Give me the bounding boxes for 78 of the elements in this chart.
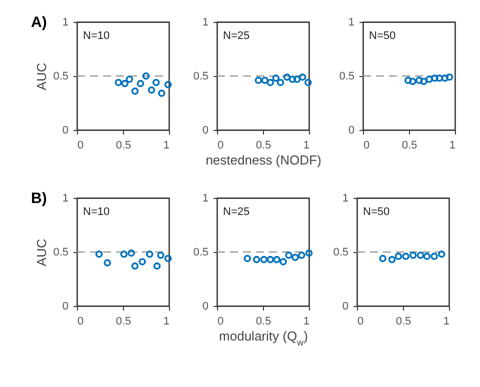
point: [244, 254, 251, 262]
x-tick-label: 0.5: [256, 316, 272, 328]
point: [95, 250, 103, 258]
point: [252, 256, 260, 264]
point: [120, 250, 128, 258]
x-axis-title: modularity (Q$_{w}$): [219, 328, 308, 348]
y-tick-label: 1: [342, 192, 348, 204]
annotation: N=50: [369, 30, 396, 42]
x-tick-label: 1: [303, 316, 310, 328]
point: [164, 254, 172, 262]
x-tick-label: 1: [163, 140, 170, 152]
x-tick-label: 0.5: [116, 140, 132, 152]
y-tick-label: 1: [348, 16, 354, 28]
point: [280, 258, 287, 266]
x-tick-label: 0: [78, 140, 84, 152]
y-tick-label: 0: [62, 124, 68, 136]
point: [146, 250, 154, 258]
x-tick-label: 0: [78, 316, 84, 328]
chart-title: B): [31, 190, 47, 207]
annotation: N=10: [83, 206, 110, 218]
point: [128, 249, 135, 257]
y-tick-label: 0.5: [333, 246, 348, 258]
x-tick-label: 1: [449, 140, 456, 152]
point: [104, 259, 111, 266]
point: [153, 262, 161, 270]
point: [305, 249, 313, 257]
y-tick-label: 0.5: [53, 70, 68, 82]
point: [131, 262, 139, 270]
point: [121, 80, 128, 88]
x-tick-label: 1: [163, 316, 170, 328]
point: [158, 90, 166, 97]
x-axis-title: nestedness (NODF): [206, 152, 322, 168]
annotation: N=25: [223, 30, 250, 42]
point: [292, 254, 299, 262]
point: [266, 256, 274, 264]
point: [298, 252, 306, 259]
annotation: N=25: [223, 206, 250, 218]
y-tick-label: 0: [202, 124, 208, 136]
point: [273, 256, 280, 264]
annotation: N=50: [363, 206, 390, 218]
point: [138, 258, 146, 266]
x-tick-label: 0.5: [116, 316, 132, 328]
point: [114, 78, 122, 86]
y-tick-label: 0.5: [53, 246, 68, 258]
y-tick-label: 1: [62, 192, 68, 204]
y-tick-label: 0: [202, 300, 208, 312]
point: [164, 81, 172, 88]
annotation: N=10: [83, 30, 110, 42]
y-tick-label: 1: [202, 192, 208, 204]
y-tick-label: 0: [62, 300, 68, 312]
y-axis-title: AUC: [34, 62, 50, 90]
y-tick-label: 1: [62, 16, 68, 28]
chart-title: A): [31, 14, 47, 31]
point: [157, 252, 164, 259]
y-tick-label: 0.5: [193, 246, 208, 258]
x-tick-label: 0.5: [256, 140, 272, 152]
point: [142, 72, 150, 80]
y-tick-label: 0: [342, 300, 348, 312]
point: [131, 87, 139, 95]
x-tick-label: 1: [443, 316, 450, 328]
x-tick-label: 1: [303, 140, 310, 152]
y-tick-label: 1: [202, 16, 208, 28]
x-tick-label: 0: [364, 140, 370, 152]
y-tick-label: 0.5: [193, 70, 208, 82]
x-tick-label: 0: [218, 316, 224, 328]
y-axis-title: AUC: [34, 238, 50, 266]
x-tick-label: 0.5: [396, 316, 412, 328]
y-tick-label: 0: [348, 124, 354, 136]
point: [260, 256, 268, 264]
x-tick-label: 0: [218, 140, 224, 152]
point: [126, 76, 134, 83]
y-tick-label: 0.5: [339, 70, 354, 82]
x-tick-label: 0.5: [402, 140, 418, 152]
x-tick-label: 0: [358, 316, 364, 328]
point: [136, 80, 144, 88]
point: [152, 78, 160, 86]
point: [148, 86, 156, 94]
point: [285, 252, 292, 259]
